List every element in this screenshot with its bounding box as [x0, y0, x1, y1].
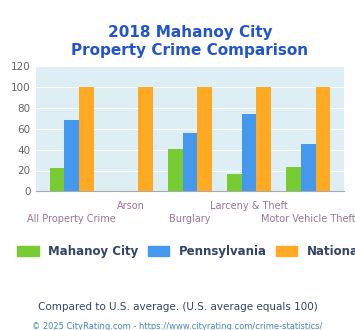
- Bar: [242, 114, 256, 191]
- Text: Larceny & Theft: Larceny & Theft: [210, 201, 288, 212]
- Legend: Mahanoy City, Pennsylvania, National: Mahanoy City, Pennsylvania, National: [17, 245, 355, 258]
- Bar: [301, 145, 316, 191]
- Bar: [316, 87, 330, 191]
- Bar: [182, 133, 197, 191]
- Title: 2018 Mahanoy City
Property Crime Comparison: 2018 Mahanoy City Property Crime Compari…: [71, 25, 308, 58]
- Text: Motor Vehicle Theft: Motor Vehicle Theft: [261, 214, 355, 224]
- Text: Burglary: Burglary: [169, 214, 211, 224]
- Bar: [138, 87, 153, 191]
- Bar: [256, 87, 271, 191]
- Text: © 2025 CityRating.com - https://www.cityrating.com/crime-statistics/: © 2025 CityRating.com - https://www.city…: [32, 322, 323, 330]
- Bar: [227, 174, 242, 191]
- Text: Arson: Arson: [117, 201, 145, 212]
- Bar: [79, 87, 94, 191]
- Text: All Property Crime: All Property Crime: [27, 214, 116, 224]
- Bar: [197, 87, 212, 191]
- Bar: [64, 120, 79, 191]
- Bar: [168, 148, 182, 191]
- Bar: [286, 167, 301, 191]
- Bar: [50, 168, 64, 191]
- Text: Compared to U.S. average. (U.S. average equals 100): Compared to U.S. average. (U.S. average …: [38, 302, 317, 312]
